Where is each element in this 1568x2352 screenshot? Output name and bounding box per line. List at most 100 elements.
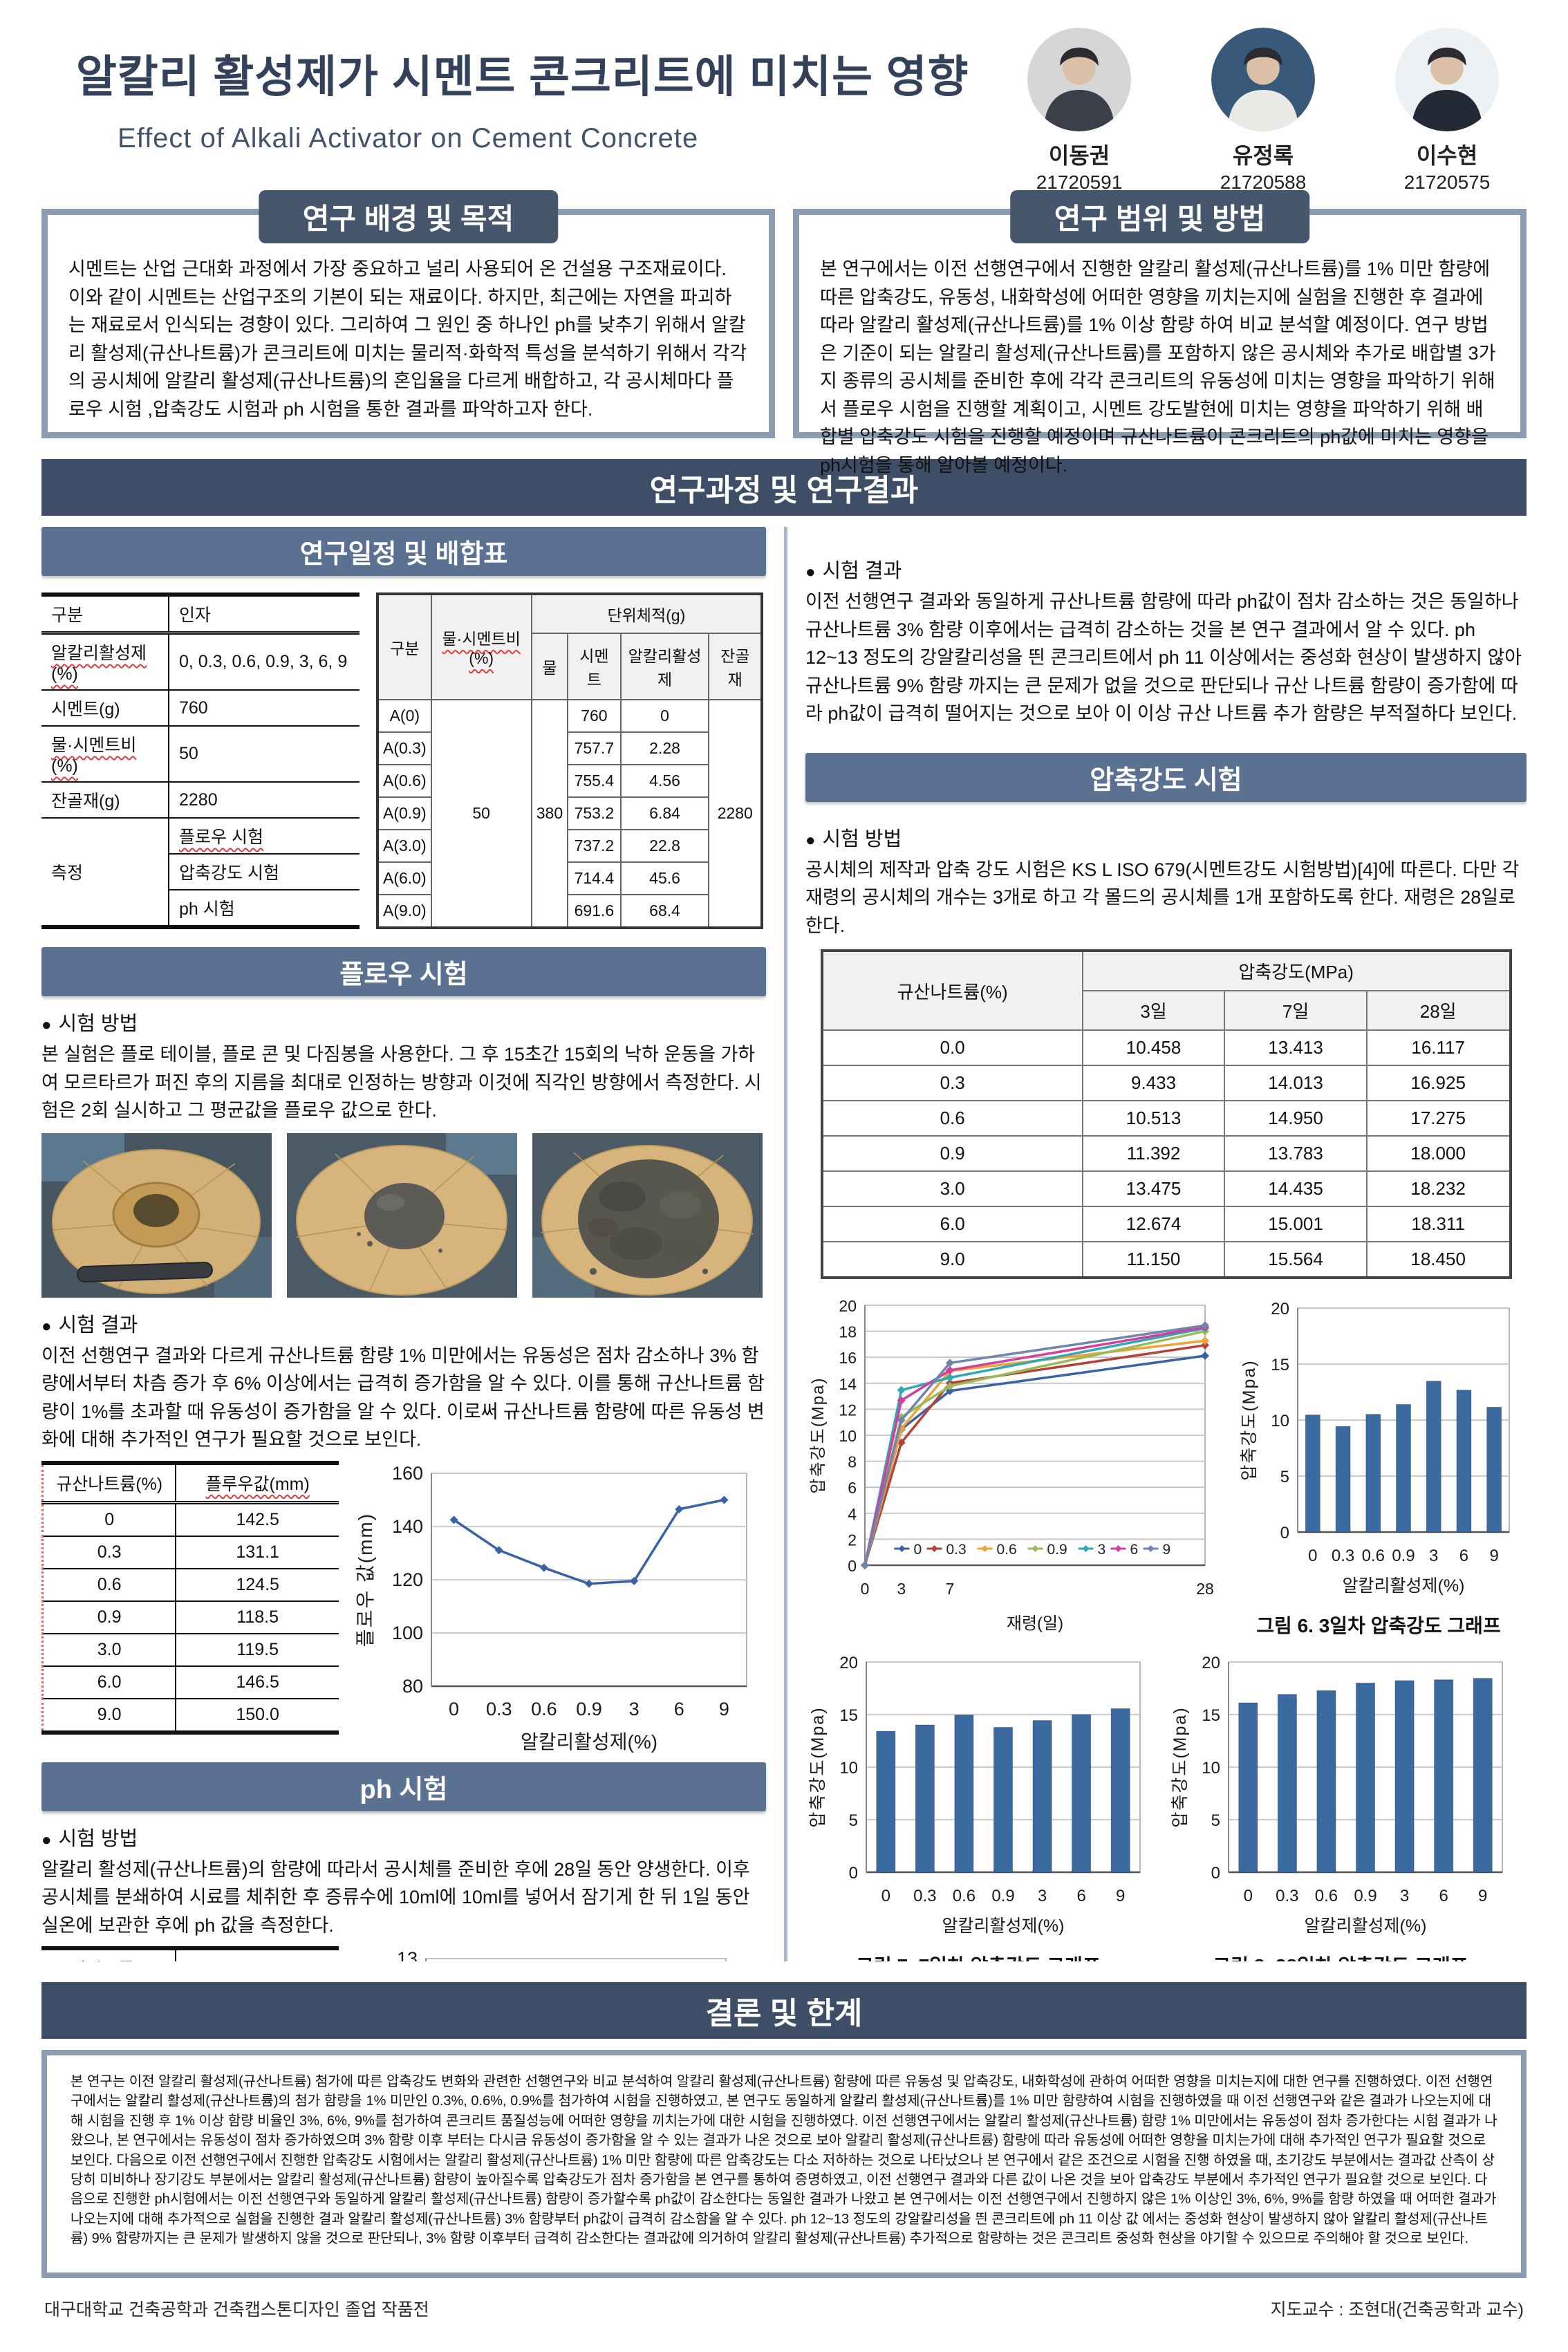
svg-text:140: 140 (392, 1516, 423, 1537)
table-cell: 시멘트(g) (41, 690, 169, 727)
table-row: A(0) 50 380 760 0 2280 (377, 698, 763, 929)
table-cell: 2.28 (619, 731, 710, 765)
svg-text:3: 3 (1429, 1547, 1438, 1565)
author-id: 21720591 (1036, 171, 1123, 193)
table-cell: 131.1 (176, 1536, 339, 1569)
author-card: 이동권 21720591 (1007, 28, 1152, 194)
bullet-label: 시험 방법 (58, 1013, 138, 1035)
svg-text:0: 0 (848, 1557, 857, 1575)
ph-value-table: 규산나트륨(%)pH012.450.312.400.612.350.912.33… (41, 1946, 339, 1961)
footer: 대구대학교 건축공학과 건축캡스톤디자인 졸업 작품전 지도교수 : 조현대(건… (44, 2296, 1524, 2321)
main-columns: 연구일정 및 배합표 구분 인자 알칼리활성제(%) 0, 0.3, 0.6, 0.9… (41, 527, 1527, 1961)
table-cell: 13.475 (1081, 1170, 1226, 1207)
table-cell: 11.150 (1081, 1241, 1226, 1278)
flow-result-text: 이전 선행연구 결과와 다르게 규산나트륨 함량 1% 미만에서는 유동성은 점… (41, 1345, 765, 1450)
strength-method-text: 공시체의 제작과 압축 강도 시험은 KS L ISO 679(시멘트강도 시험… (805, 859, 1520, 936)
table-cell: 380 (530, 698, 569, 929)
table-row: 규산나트륨(%) 압축강도(MPa) (821, 950, 1511, 1031)
table-cell: 18.232 (1365, 1170, 1511, 1207)
svg-text:압축강도(Mpa): 압축강도(Mpa) (1170, 1706, 1190, 1827)
author-id: 21720575 (1403, 171, 1491, 193)
svg-text:15: 15 (1202, 1706, 1220, 1725)
table-cell: 760 (567, 698, 622, 733)
table-cell: 9.0 (821, 1241, 1083, 1278)
svg-text:0.6: 0.6 (953, 1887, 976, 1905)
svg-text:3: 3 (1098, 1542, 1106, 1558)
svg-text:15: 15 (1271, 1356, 1289, 1374)
section-title-schedule: 연구일정 및 배합표 (41, 527, 766, 576)
svg-text:알칼리활성제(%): 알칼리활성제(%) (942, 1916, 1065, 1936)
table-cell: 15.001 (1224, 1206, 1368, 1242)
table-cell: 0.6 (42, 1568, 177, 1602)
svg-text:알칼리활성제(%): 알칼리활성제(%) (521, 1731, 657, 1753)
table-row: 압축강도 시험 (41, 854, 360, 890)
factor-table: 구분 인자 알칼리활성제(%) 0, 0.3, 0.6, 0.9, 3, 6, 9 시멘… (41, 592, 360, 929)
flow-value-table: 규산나트륨(%) 플루우값(mm) 0 142.5 0.3 131.1 0.6 124.5 0.… (41, 1460, 339, 1735)
table-cell: 3.0 (821, 1170, 1083, 1207)
svg-text:13: 13 (397, 1948, 418, 1961)
svg-text:20: 20 (1271, 1300, 1289, 1318)
svg-text:6: 6 (674, 1699, 684, 1719)
scope-text: 본 연구에서는 이전 선행연구에서 진행한 알칼리 활성제(규산나트륨)를 1%… (820, 259, 1496, 476)
figure-7: 0 5 10 15 20 0 0.3 0.6 0.9 3 6 9 알칼리활성제(%) 압축강도(Mpa) … (805, 1651, 1151, 1961)
author-card: 유정록 21720588 (1191, 28, 1336, 194)
table-row: 3.0 13.475 14.435 18.232 (821, 1170, 1511, 1207)
svg-text:15: 15 (839, 1706, 858, 1725)
table-cell: 0.3 (42, 1536, 177, 1569)
table-header: 물 (530, 632, 569, 700)
table-row: 0.9 118.5 (42, 1600, 339, 1634)
table-cell: 6.0 (42, 1665, 177, 1699)
section-title-flow: 플로우 시험 (41, 947, 766, 996)
svg-text:14: 14 (839, 1375, 857, 1393)
table-row: 3.0 119.5 (42, 1633, 339, 1667)
table-cell: 16.925 (1365, 1065, 1511, 1101)
flow-photos (41, 1132, 766, 1298)
svg-text:20: 20 (839, 1297, 857, 1315)
table-header: 압축강도(MPa) (1081, 950, 1511, 991)
table-row: A(6.0) 714.4 45.6 (377, 861, 762, 895)
table-cell: 11.392 (1081, 1135, 1226, 1172)
figure-8: 0 5 10 15 20 0 0.3 0.6 0.9 3 6 9 알칼리활성제(%) 압축강도(Mpa) … (1168, 1651, 1513, 1961)
figure-caption: 그림 6. 3일차 압축강도 그래프 (1256, 1615, 1501, 1636)
table-cell: 13.413 (1224, 1029, 1368, 1066)
table-cell: 12.674 (1081, 1206, 1226, 1242)
strength-7day-bar-chart: 0 5 10 15 20 0 0.3 0.6 0.9 3 6 9 알칼리활성제(%) 압축강도(Mpa) (805, 1651, 1151, 1941)
svg-text:0: 0 (849, 1864, 858, 1883)
bullet-label: 시험 결과 (822, 560, 902, 582)
flow-line-chart: 80 100 120 140 160 0 0.3 0.6 0.9 3 6 9 알칼리활성제(%) 플로우 … (354, 1461, 762, 1758)
page-subtitle: Effect of Alkali Activator on Cement Con… (118, 123, 699, 153)
table-cell: A(0.3) (377, 731, 432, 765)
table-row: 0.0 10.458 13.413 16.117 (821, 1029, 1511, 1066)
age-strength-line-chart: 0 2 4 6 8 10 12 14 16 18 20 0 3 7 28 재령(일) 압축강도(Mpa) 0 0.3… (805, 1293, 1220, 1639)
svg-text:0: 0 (1211, 1864, 1220, 1883)
table-row: 구분 인자 (41, 595, 360, 635)
table-cell: 물·시멘트비(%) (41, 726, 169, 783)
table-row: A(0.3) 757.7 2.28 (377, 731, 762, 765)
table-cell: 119.5 (176, 1633, 339, 1667)
author-name: 유정록 (1232, 143, 1294, 168)
flow-method-bullet: ● 시험 방법 (41, 1007, 766, 1036)
svg-text:0.9: 0.9 (576, 1699, 602, 1719)
table-row: 9.0 150.0 (42, 1698, 339, 1733)
author-photo (1211, 28, 1315, 131)
table-cell: 플로우 시험 (169, 818, 360, 855)
svg-text:0: 0 (1244, 1887, 1253, 1905)
table-cell: 4.56 (619, 763, 710, 798)
svg-text:7: 7 (946, 1580, 955, 1598)
table-header: 단위체적(g) (530, 593, 763, 634)
banner-conclusion: 결론 및 한계 (41, 1982, 1527, 2039)
svg-text:3: 3 (629, 1699, 640, 1719)
conclusion-box: 본 연구는 이전 알칼리 활성제(규산나트륨) 첨가에 따른 압축강도 변화와 … (41, 2050, 1527, 2278)
table-cell: 2280 (708, 698, 763, 929)
section-title-ph: ph 시험 (41, 1762, 766, 1811)
table-row: 잔골재(g) 2280 (41, 782, 360, 819)
table-cell: 142.5 (176, 1502, 339, 1537)
ph-result-bullet: ● 시험 결과 (805, 554, 1527, 584)
svg-text:0.3: 0.3 (946, 1542, 967, 1558)
section-scope: 연구 범위 및 방법 본 연구에서는 이전 선행연구에서 진행한 알칼리 활성제… (793, 190, 1527, 476)
svg-text:9: 9 (1489, 1547, 1498, 1565)
svg-text:0.3: 0.3 (486, 1699, 512, 1719)
table-row: 3일 7일 28일 (822, 990, 1511, 1031)
table-cell: 755.4 (567, 763, 622, 798)
table-row: 규산나트륨(%) 플루우값(mm) (42, 1462, 339, 1504)
